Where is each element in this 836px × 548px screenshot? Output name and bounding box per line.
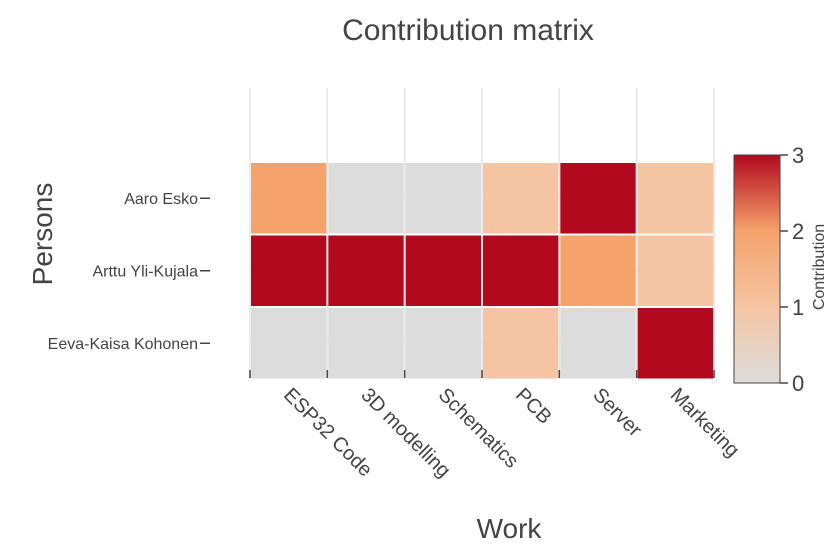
heatmap-cell — [483, 235, 559, 306]
heatmap-cell — [251, 235, 327, 306]
x-tick-label: Marketing — [666, 384, 744, 462]
colorbar: 0 1 2 3 Contribution — [733, 143, 828, 396]
heatmap-cell — [405, 235, 481, 306]
heatmap-cell — [560, 163, 636, 234]
y-axis-title: Persons — [27, 183, 58, 286]
heatmap-cell — [251, 308, 327, 379]
colorbar-tick-label: 0 — [792, 371, 804, 396]
chart-title: Contribution matrix — [342, 14, 594, 47]
heatmap-cell — [328, 235, 404, 306]
colorbar-tick-label: 3 — [792, 143, 804, 168]
y-axis: Aaro Esko Arttu Yli-Kujala Eeva-Kaisa Koho… — [48, 191, 210, 353]
y-tick-label: Arttu Yli-Kujala — [92, 263, 198, 280]
heatmap-cell — [328, 163, 404, 234]
x-axis-title: Work — [477, 513, 543, 544]
heatmap-cell — [405, 163, 481, 234]
colorbar-tick-label: 2 — [792, 219, 804, 244]
x-tick-label: PCB — [511, 384, 556, 429]
heatmap-cells — [251, 163, 713, 379]
heatmap-cell — [637, 235, 713, 306]
y-tick-label: Aaro Esko — [124, 191, 198, 208]
heatmap-cell — [328, 308, 404, 379]
colorbar-title: Contribution — [811, 224, 828, 310]
heatmap-cell — [405, 308, 481, 379]
colorbar-tick-label: 1 — [792, 295, 804, 320]
heatmap-cell — [560, 235, 636, 306]
heatmap-cell — [483, 308, 559, 379]
grid-lines — [249, 88, 715, 378]
colorbar-gradient — [733, 154, 781, 384]
x-tick-label: Server — [588, 384, 645, 441]
y-tick-label: Eeva-Kaisa Kohonen — [48, 336, 198, 353]
heatmap-cell — [637, 163, 713, 234]
heatmap-cell — [251, 163, 327, 234]
heatmap-cell — [483, 163, 559, 234]
heatmap-cell — [560, 308, 636, 379]
heatmap-cell — [637, 308, 713, 379]
